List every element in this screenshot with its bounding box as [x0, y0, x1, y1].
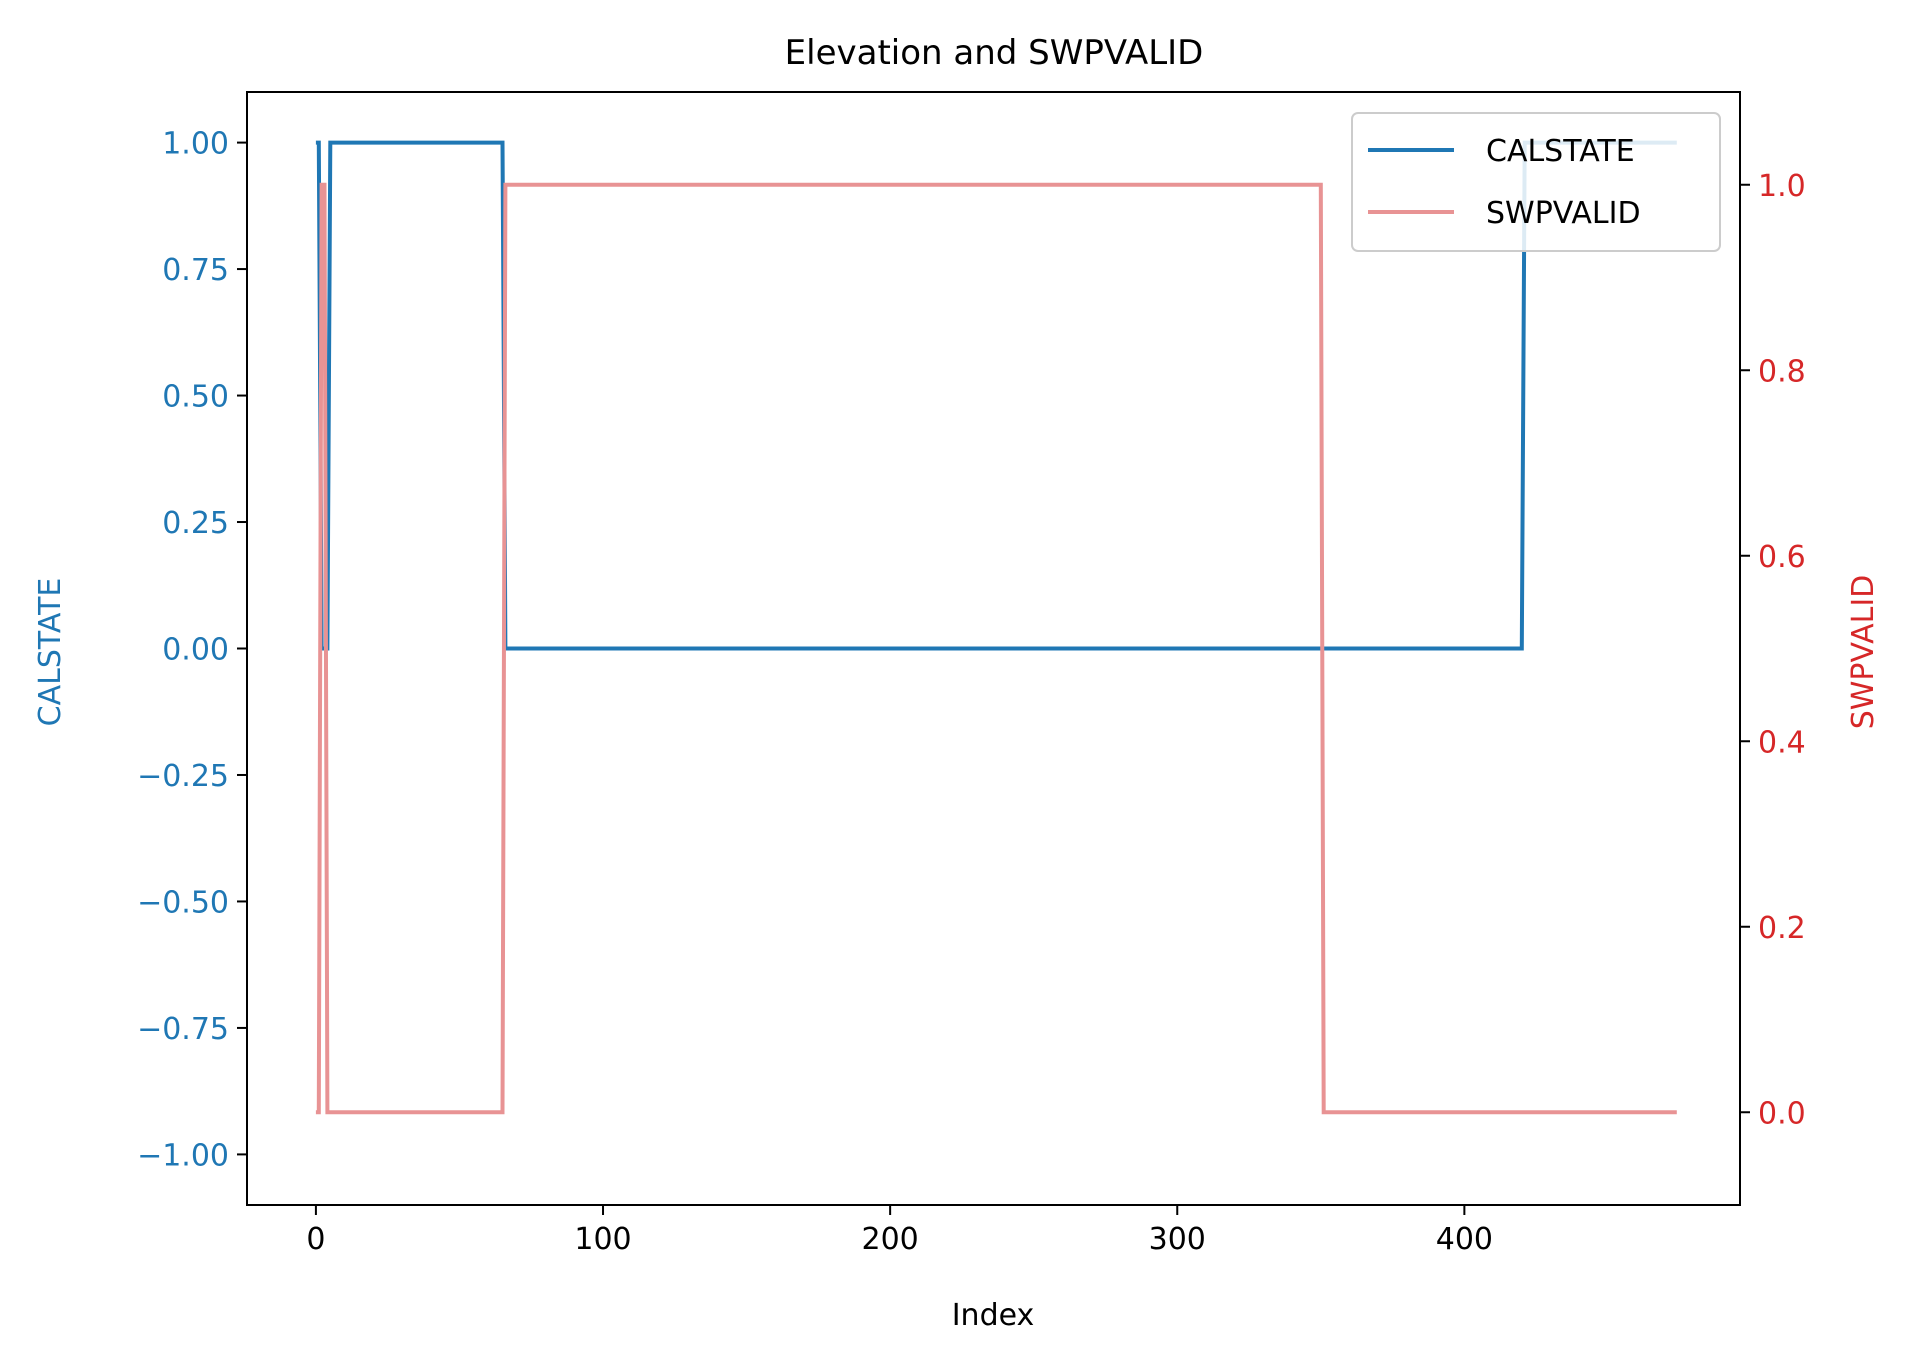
chart-title: Elevation and SWPVALID [785, 33, 1204, 73]
y-axis-left: 1.00 0.75 0.50 0.25 0.00 −0.25 −0.50 −0.75 −1.00 [137, 127, 247, 1173]
x-tick-label: 100 [574, 1222, 631, 1257]
x-tick-label: 400 [1436, 1222, 1493, 1257]
y-left-tick-label: 0.00 [162, 633, 229, 668]
y-axis-label-left: CALSTATE [33, 578, 68, 727]
legend-label-swpvalid: SWPVALID [1486, 196, 1641, 231]
y-left-tick-label: 1.00 [162, 127, 229, 162]
y-left-tick-label: 0.75 [162, 253, 229, 288]
y-right-tick-label: 0.4 [1758, 725, 1806, 760]
y-right-tick-label: 1.0 [1758, 169, 1806, 204]
legend: CALSTATE SWPVALID [1351, 112, 1721, 252]
legend-box [1351, 112, 1721, 252]
y-left-tick-label: −1.00 [137, 1138, 229, 1173]
y-axis-right: 1.0 0.8 0.6 0.4 0.2 0.0 [1740, 169, 1806, 1131]
y-right-tick-label: 0.6 [1758, 540, 1806, 575]
x-tick-label: 300 [1149, 1222, 1206, 1257]
y-left-tick-label: 0.50 [162, 380, 229, 415]
series-layer [315, 140, 1677, 1115]
x-axis: 0 100 200 300 400 [306, 1205, 1493, 1257]
legend-label-calstate: CALSTATE [1486, 134, 1635, 169]
y-right-tick-label: 0.2 [1758, 911, 1806, 946]
x-tick-label: 0 [306, 1222, 325, 1257]
x-tick-label: 200 [862, 1222, 919, 1257]
x-axis-label: Index [952, 1298, 1035, 1333]
y-left-tick-label: −0.25 [137, 759, 229, 794]
y-left-tick-label: −0.50 [137, 885, 229, 920]
y-left-tick-label: −0.75 [137, 1012, 229, 1047]
series-line-swpvalid [315, 182, 1677, 1115]
y-axis-label-right: SWPVALID [1846, 575, 1881, 730]
y-left-tick-label: 0.25 [162, 506, 229, 541]
y-right-tick-label: 0.0 [1758, 1096, 1806, 1131]
y-right-tick-label: 0.8 [1758, 354, 1806, 389]
